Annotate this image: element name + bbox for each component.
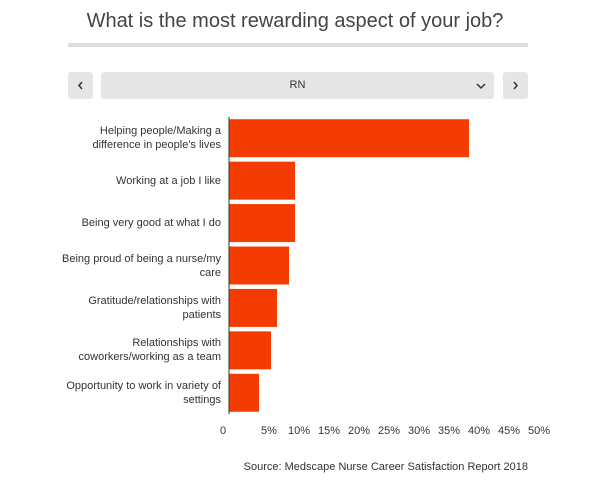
x-tick-label: 40% (468, 425, 490, 437)
source: Source: Medscape Nurse Career Satisfacti… (243, 461, 528, 473)
x-tick-label: 10% (288, 425, 310, 437)
bar (229, 331, 271, 370)
bar (229, 204, 295, 243)
bar (229, 288, 277, 327)
x-tick-label: 45% (498, 425, 520, 437)
divider (68, 43, 528, 47)
bar (229, 373, 259, 412)
dropdown-icon (476, 83, 486, 90)
dropdown-value: RN (289, 79, 306, 91)
x-tick-label: 0 (220, 425, 226, 437)
x-tick-label: 30% (408, 425, 430, 437)
x-tick-label: 20% (348, 425, 370, 437)
x-tick-label: 25% (378, 425, 400, 437)
chart-title: What is the most rewarding aspect of you… (86, 10, 504, 32)
bar (229, 119, 469, 158)
bar (229, 246, 289, 285)
category-label: Helping people/Making a difference in pe… (92, 125, 221, 152)
x-tick-label: 5% (261, 425, 277, 437)
category-label: Relationships with coworkers/working as … (78, 337, 221, 364)
category-label: Being very good at what I do (81, 217, 221, 230)
prev-button[interactable] (68, 72, 93, 99)
next-icon (513, 81, 518, 90)
category-label: Working at a job I like (116, 174, 221, 187)
x-tick-label: 35% (438, 425, 460, 437)
category-label: Being proud of being a nurse/my care (62, 252, 221, 279)
category-label: Opportunity to work in variety of settin… (66, 379, 221, 406)
next-button[interactable] (503, 72, 528, 99)
x-tick-label: 50% (528, 425, 550, 437)
category-label: Gratitude/relationships with patients (88, 294, 221, 321)
x-tick-label: 15% (318, 425, 340, 437)
bar (229, 161, 295, 200)
prev-icon (78, 81, 83, 90)
dropdown[interactable]: RN (101, 72, 494, 99)
